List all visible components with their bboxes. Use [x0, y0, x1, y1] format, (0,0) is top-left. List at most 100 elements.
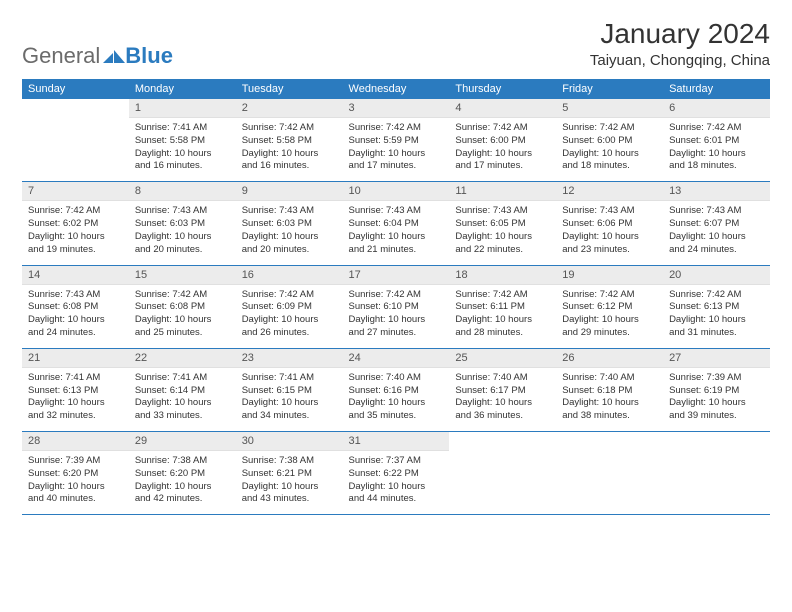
- day-cell: 6Sunrise: 7:42 AMSunset: 6:01 PMDaylight…: [663, 99, 770, 182]
- daylight-line: and 18 minutes.: [669, 160, 764, 173]
- daylight-line: and 16 minutes.: [242, 160, 337, 173]
- daylight-line: Daylight: 10 hours: [455, 148, 550, 161]
- day-cell: 8Sunrise: 7:43 AMSunset: 6:03 PMDaylight…: [129, 182, 236, 265]
- day-cell: 22Sunrise: 7:41 AMSunset: 6:14 PMDayligh…: [129, 348, 236, 431]
- day-cell: 25Sunrise: 7:40 AMSunset: 6:17 PMDayligh…: [449, 348, 556, 431]
- daylight-line: and 36 minutes.: [455, 410, 550, 423]
- day-cell: 31Sunrise: 7:37 AMSunset: 6:22 PMDayligh…: [343, 432, 450, 515]
- day-number: 28: [22, 432, 129, 451]
- col-tuesday: Tuesday: [236, 79, 343, 99]
- day-number: 26: [556, 349, 663, 368]
- week-row: 21Sunrise: 7:41 AMSunset: 6:13 PMDayligh…: [22, 348, 770, 431]
- day-number: 18: [449, 266, 556, 285]
- location-subtitle: Taiyuan, Chongqing, China: [590, 52, 770, 69]
- calendar-table: Sunday Monday Tuesday Wednesday Thursday…: [22, 79, 770, 515]
- day-cell: 1Sunrise: 7:41 AMSunset: 5:58 PMDaylight…: [129, 99, 236, 182]
- day-details: Sunrise: 7:42 AMSunset: 6:02 PMDaylight:…: [22, 201, 129, 264]
- week-row: 28Sunrise: 7:39 AMSunset: 6:20 PMDayligh…: [22, 432, 770, 515]
- daylight-line: and 21 minutes.: [349, 244, 444, 257]
- sunrise-line: Sunrise: 7:41 AM: [242, 372, 337, 385]
- daylight-line: and 24 minutes.: [669, 244, 764, 257]
- logo-flag-icon: [103, 43, 125, 69]
- daylight-line: and 20 minutes.: [242, 244, 337, 257]
- daylight-line: Daylight: 10 hours: [135, 481, 230, 494]
- day-details: Sunrise: 7:43 AMSunset: 6:05 PMDaylight:…: [449, 201, 556, 264]
- sunset-line: Sunset: 5:58 PM: [242, 135, 337, 148]
- sunset-line: Sunset: 6:22 PM: [349, 468, 444, 481]
- sunset-line: Sunset: 6:02 PM: [28, 218, 123, 231]
- day-number: 10: [343, 182, 450, 201]
- sunset-line: Sunset: 6:04 PM: [349, 218, 444, 231]
- day-number: 17: [343, 266, 450, 285]
- daylight-line: and 28 minutes.: [455, 327, 550, 340]
- day-details: Sunrise: 7:41 AMSunset: 5:58 PMDaylight:…: [129, 118, 236, 181]
- sunset-line: Sunset: 6:14 PM: [135, 385, 230, 398]
- daylight-line: and 39 minutes.: [669, 410, 764, 423]
- sunrise-line: Sunrise: 7:39 AM: [669, 372, 764, 385]
- week-row: ..1Sunrise: 7:41 AMSunset: 5:58 PMDaylig…: [22, 99, 770, 182]
- sunrise-line: Sunrise: 7:42 AM: [135, 289, 230, 302]
- day-details: Sunrise: 7:42 AMSunset: 6:10 PMDaylight:…: [343, 285, 450, 348]
- sunset-line: Sunset: 6:09 PM: [242, 301, 337, 314]
- sunset-line: Sunset: 6:08 PM: [135, 301, 230, 314]
- day-number: 13: [663, 182, 770, 201]
- daylight-line: and 42 minutes.: [135, 493, 230, 506]
- week-row: 14Sunrise: 7:43 AMSunset: 6:08 PMDayligh…: [22, 265, 770, 348]
- day-cell: 28Sunrise: 7:39 AMSunset: 6:20 PMDayligh…: [22, 432, 129, 515]
- sunrise-line: Sunrise: 7:42 AM: [669, 289, 764, 302]
- daylight-line: Daylight: 10 hours: [455, 314, 550, 327]
- day-cell: 9Sunrise: 7:43 AMSunset: 6:03 PMDaylight…: [236, 182, 343, 265]
- day-details: Sunrise: 7:42 AMSunset: 6:13 PMDaylight:…: [663, 285, 770, 348]
- day-details: Sunrise: 7:40 AMSunset: 6:17 PMDaylight:…: [449, 368, 556, 431]
- daylight-line: and 32 minutes.: [28, 410, 123, 423]
- col-thursday: Thursday: [449, 79, 556, 99]
- day-details: Sunrise: 7:43 AMSunset: 6:04 PMDaylight:…: [343, 201, 450, 264]
- daylight-line: and 35 minutes.: [349, 410, 444, 423]
- sunset-line: Sunset: 6:13 PM: [669, 301, 764, 314]
- sunrise-line: Sunrise: 7:42 AM: [28, 205, 123, 218]
- sunrise-line: Sunrise: 7:42 AM: [562, 289, 657, 302]
- sunrise-line: Sunrise: 7:38 AM: [135, 455, 230, 468]
- daylight-line: Daylight: 10 hours: [242, 397, 337, 410]
- day-number: 3: [343, 99, 450, 118]
- daylight-line: Daylight: 10 hours: [349, 148, 444, 161]
- day-number: 23: [236, 349, 343, 368]
- daylight-line: Daylight: 10 hours: [242, 314, 337, 327]
- daylight-line: Daylight: 10 hours: [455, 397, 550, 410]
- daylight-line: and 19 minutes.: [28, 244, 123, 257]
- day-number: 8: [129, 182, 236, 201]
- day-cell: 26Sunrise: 7:40 AMSunset: 6:18 PMDayligh…: [556, 348, 663, 431]
- day-cell: 15Sunrise: 7:42 AMSunset: 6:08 PMDayligh…: [129, 265, 236, 348]
- sunrise-line: Sunrise: 7:43 AM: [135, 205, 230, 218]
- daylight-line: and 29 minutes.: [562, 327, 657, 340]
- daylight-line: Daylight: 10 hours: [135, 231, 230, 244]
- day-details: Sunrise: 7:41 AMSunset: 6:14 PMDaylight:…: [129, 368, 236, 431]
- sunset-line: Sunset: 6:20 PM: [135, 468, 230, 481]
- daylight-line: Daylight: 10 hours: [135, 148, 230, 161]
- sunrise-line: Sunrise: 7:41 AM: [135, 122, 230, 135]
- day-number: 4: [449, 99, 556, 118]
- day-number: 22: [129, 349, 236, 368]
- sunrise-line: Sunrise: 7:43 AM: [455, 205, 550, 218]
- daylight-line: and 40 minutes.: [28, 493, 123, 506]
- sunset-line: Sunset: 6:21 PM: [242, 468, 337, 481]
- sunset-line: Sunset: 6:08 PM: [28, 301, 123, 314]
- day-details: Sunrise: 7:41 AMSunset: 6:13 PMDaylight:…: [22, 368, 129, 431]
- sunrise-line: Sunrise: 7:42 AM: [242, 122, 337, 135]
- month-title: January 2024: [590, 18, 770, 50]
- day-number: 24: [343, 349, 450, 368]
- daylight-line: and 22 minutes.: [455, 244, 550, 257]
- sunset-line: Sunset: 6:20 PM: [28, 468, 123, 481]
- daylight-line: and 34 minutes.: [242, 410, 337, 423]
- day-details: Sunrise: 7:43 AMSunset: 6:07 PMDaylight:…: [663, 201, 770, 264]
- day-number: 9: [236, 182, 343, 201]
- daylight-line: and 16 minutes.: [135, 160, 230, 173]
- daylight-line: and 23 minutes.: [562, 244, 657, 257]
- day-number: 12: [556, 182, 663, 201]
- daylight-line: Daylight: 10 hours: [242, 481, 337, 494]
- day-cell: 13Sunrise: 7:43 AMSunset: 6:07 PMDayligh…: [663, 182, 770, 265]
- day-details: Sunrise: 7:41 AMSunset: 6:15 PMDaylight:…: [236, 368, 343, 431]
- page-header: General Blue January 2024 Taiyuan, Chong…: [22, 18, 770, 69]
- sunrise-line: Sunrise: 7:43 AM: [669, 205, 764, 218]
- day-cell: ..: [556, 432, 663, 515]
